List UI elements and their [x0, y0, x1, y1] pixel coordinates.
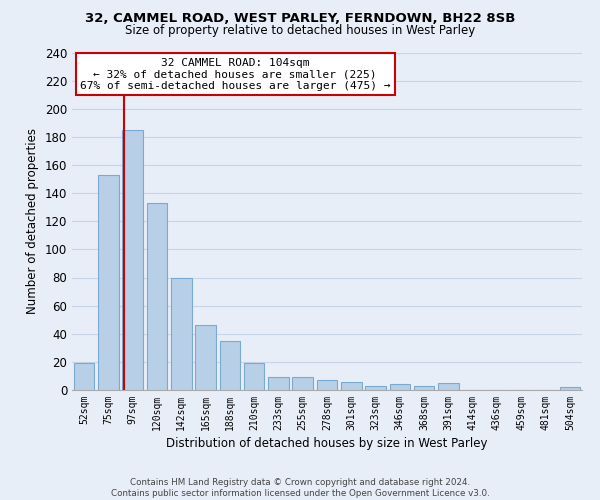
Bar: [341, 382, 362, 390]
Y-axis label: Number of detached properties: Number of detached properties: [26, 128, 39, 314]
Text: 32 CAMMEL ROAD: 104sqm
← 32% of detached houses are smaller (225)
67% of semi-de: 32 CAMMEL ROAD: 104sqm ← 32% of detached…: [80, 58, 391, 91]
Bar: [389, 384, 410, 390]
Bar: [268, 378, 289, 390]
Bar: [122, 130, 143, 390]
Bar: [171, 278, 191, 390]
Bar: [414, 386, 434, 390]
Bar: [560, 387, 580, 390]
Bar: [292, 378, 313, 390]
Bar: [244, 364, 265, 390]
Text: 32, CAMMEL ROAD, WEST PARLEY, FERNDOWN, BH22 8SB: 32, CAMMEL ROAD, WEST PARLEY, FERNDOWN, …: [85, 12, 515, 24]
Bar: [146, 203, 167, 390]
Text: Size of property relative to detached houses in West Parley: Size of property relative to detached ho…: [125, 24, 475, 37]
Text: Contains HM Land Registry data © Crown copyright and database right 2024.
Contai: Contains HM Land Registry data © Crown c…: [110, 478, 490, 498]
Bar: [365, 386, 386, 390]
Bar: [220, 341, 240, 390]
X-axis label: Distribution of detached houses by size in West Parley: Distribution of detached houses by size …: [166, 437, 488, 450]
Bar: [74, 364, 94, 390]
Bar: [98, 175, 119, 390]
Bar: [317, 380, 337, 390]
Bar: [195, 326, 216, 390]
Bar: [438, 383, 459, 390]
